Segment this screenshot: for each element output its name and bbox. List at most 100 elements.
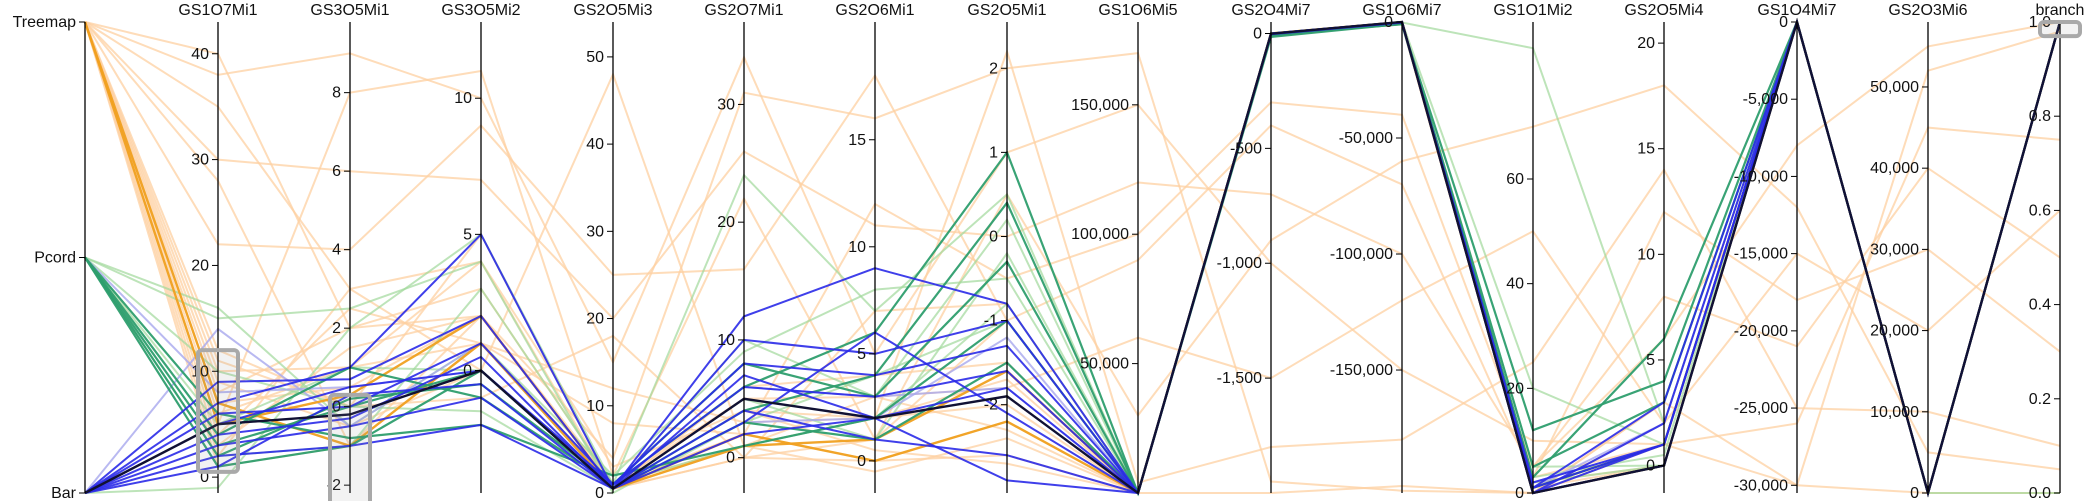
tick-label: 20,000 (1870, 323, 1919, 340)
tick-label: -20,000 (1734, 323, 1788, 340)
axis-title: GS2O7Mi1 (704, 2, 783, 19)
tick-label: -50,000 (1339, 130, 1393, 147)
data-line-context_green (84, 18, 2061, 497)
axis-GS2O5Mi3: GS2O5Mi3 0 10 20 30 40 50 (573, 2, 652, 501)
axis-title: GS3O5Mi1 (310, 2, 389, 19)
tick-label: -25,000 (1734, 400, 1788, 417)
tick-label: 0 (200, 469, 209, 486)
tick-label: 2 (989, 60, 998, 77)
axis-GS2O3Mi6: GS2O3Mi6 0 10,000 20,000 30,000 40,000 50,000 (1870, 2, 1968, 501)
axis-title: GS1O4Mi7 (1757, 2, 1836, 19)
axis-GS2O7Mi1: GS2O7Mi1 0 10 20 30 (704, 2, 784, 493)
data-line-highlight_blue (84, 18, 2061, 497)
data-line-context (84, 21, 2061, 484)
axis-GS1O7Mi1: GS1O7Mi1 0 10 20 30 40 (178, 2, 258, 493)
axis-title: GS2O3Mi6 (1888, 2, 1967, 19)
tick-label: -10,000 (1734, 168, 1788, 185)
axis-title: GS3O5Mi2 (441, 2, 520, 19)
tick-label: -500 (1230, 140, 1262, 157)
tick-label: 30 (717, 96, 735, 113)
axis-GS1O6Mi5: GS1O6Mi5 50,000 100,000 150,000 (1071, 2, 1178, 493)
tick-label: 150,000 (1071, 97, 1129, 114)
tick-label: 0.6 (2029, 202, 2051, 219)
tick-label: 0 (1515, 485, 1524, 501)
tick-label: 50 (586, 49, 604, 66)
tick-label: 20 (1506, 380, 1524, 397)
tick-label: 20 (191, 257, 209, 274)
tick-label: 1 (989, 144, 998, 161)
tick-label: Treemap (13, 14, 77, 31)
tick-label: 20 (586, 311, 604, 328)
tick-label: 20 (1637, 35, 1655, 52)
tick-label: 0.0 (2029, 485, 2051, 501)
axis-GS1O1Mi2: GS1O1Mi2 0 20 40 60 (1493, 2, 1572, 501)
tick-label: 40 (586, 136, 604, 153)
tick-label: 20 (717, 214, 735, 231)
axes: TreemapPcordBarGS1O7Mi1010203040GS3O5Mi1… (13, 2, 2085, 501)
tick-label: 0 (857, 453, 866, 470)
tick-label: -1 (984, 313, 998, 330)
tick-label: 40,000 (1870, 160, 1919, 177)
axis-title: GS2O4Mi7 (1231, 2, 1310, 19)
axis-GS2O6Mi1: GS2O6Mi1 0 5 10 15 (835, 2, 915, 493)
brush-handle[interactable] (328, 392, 372, 501)
tick-label: 0 (726, 450, 735, 467)
axis-title: GS2O5Mi1 (967, 2, 1046, 19)
tick-label: 4 (332, 242, 341, 259)
axis-title: GS2O5Mi3 (573, 2, 652, 19)
axis-GS2O5Mi4: GS2O5Mi4 0 5 10 15 20 (1624, 2, 1704, 493)
tick-label: Bar (51, 485, 77, 501)
tick-label: 10,000 (1870, 404, 1919, 421)
axis-GS3O5Mi1: GS3O5Mi1-202468 (310, 2, 390, 501)
tick-label: 0.4 (2029, 297, 2051, 314)
tick-label: 0 (1779, 14, 1788, 31)
tick-label: 50,000 (1870, 79, 1919, 96)
tick-label: -150,000 (1330, 362, 1393, 379)
tick-label: -1,000 (1217, 255, 1262, 272)
axis-title: GS2O6Mi1 (835, 2, 914, 19)
tick-label: 10 (586, 398, 604, 415)
tick-label: 15 (1637, 141, 1655, 158)
tick-label: 8 (332, 85, 341, 102)
axis-title: GS1O1Mi2 (1493, 2, 1572, 19)
axis-GS2O4Mi7: GS2O4Mi7 -1,500 -1,000 -500 0 (1217, 2, 1311, 493)
tick-label: 0 (1384, 14, 1393, 31)
brush-handle[interactable] (196, 348, 240, 474)
tick-label: 40 (1506, 276, 1524, 293)
tick-label: 0 (1253, 25, 1262, 42)
tick-label: -1,500 (1217, 370, 1262, 387)
tick-label: 2 (332, 320, 341, 337)
data-line-context (84, 21, 2061, 469)
tick-label: 5 (857, 346, 866, 363)
tick-label: 10 (1637, 246, 1655, 263)
tick-label: 100,000 (1071, 226, 1129, 243)
axis-title: GS1O6Mi7 (1362, 2, 1441, 19)
tick-label: -2 (984, 397, 998, 414)
tick-label: 50,000 (1080, 356, 1129, 373)
tick-label: Pcord (34, 250, 76, 267)
tick-label: 5 (463, 226, 472, 243)
axis-GS2O5Mi1: GS2O5Mi1 -2 -1 0 1 2 (967, 2, 1047, 493)
axis-title: branch (2036, 2, 2085, 19)
axis-title: GS1O7Mi1 (178, 2, 257, 19)
data-line-context (84, 21, 2061, 448)
tick-label: 30 (191, 152, 209, 169)
tick-label: 15 (848, 132, 866, 149)
brush-handle[interactable] (2038, 20, 2082, 39)
tick-label: 10 (454, 90, 472, 107)
data-line-context (84, 21, 2061, 479)
highlight-lines (83, 17, 2062, 498)
tick-label: 40 (191, 46, 209, 63)
axis-title: GS1O6Mi5 (1098, 2, 1177, 19)
tick-label: -15,000 (1734, 246, 1788, 263)
data-line-context (84, 21, 2061, 480)
axis-GS3O5Mi2: GS3O5Mi2 0 5 10 (441, 2, 521, 493)
axis-GS1O4Mi7: GS1O4Mi7 -30,000 -25,000 -20,000 -15,000 -10,… (1734, 2, 1837, 494)
tick-label: 5 (1646, 352, 1655, 369)
data-line-highlight_blue (84, 18, 2061, 497)
tick-label: -30,000 (1734, 477, 1788, 494)
axis-GS1O6Mi7: GS1O6Mi7 -150,000 -100,000 -50,000 0 (1330, 2, 1442, 493)
